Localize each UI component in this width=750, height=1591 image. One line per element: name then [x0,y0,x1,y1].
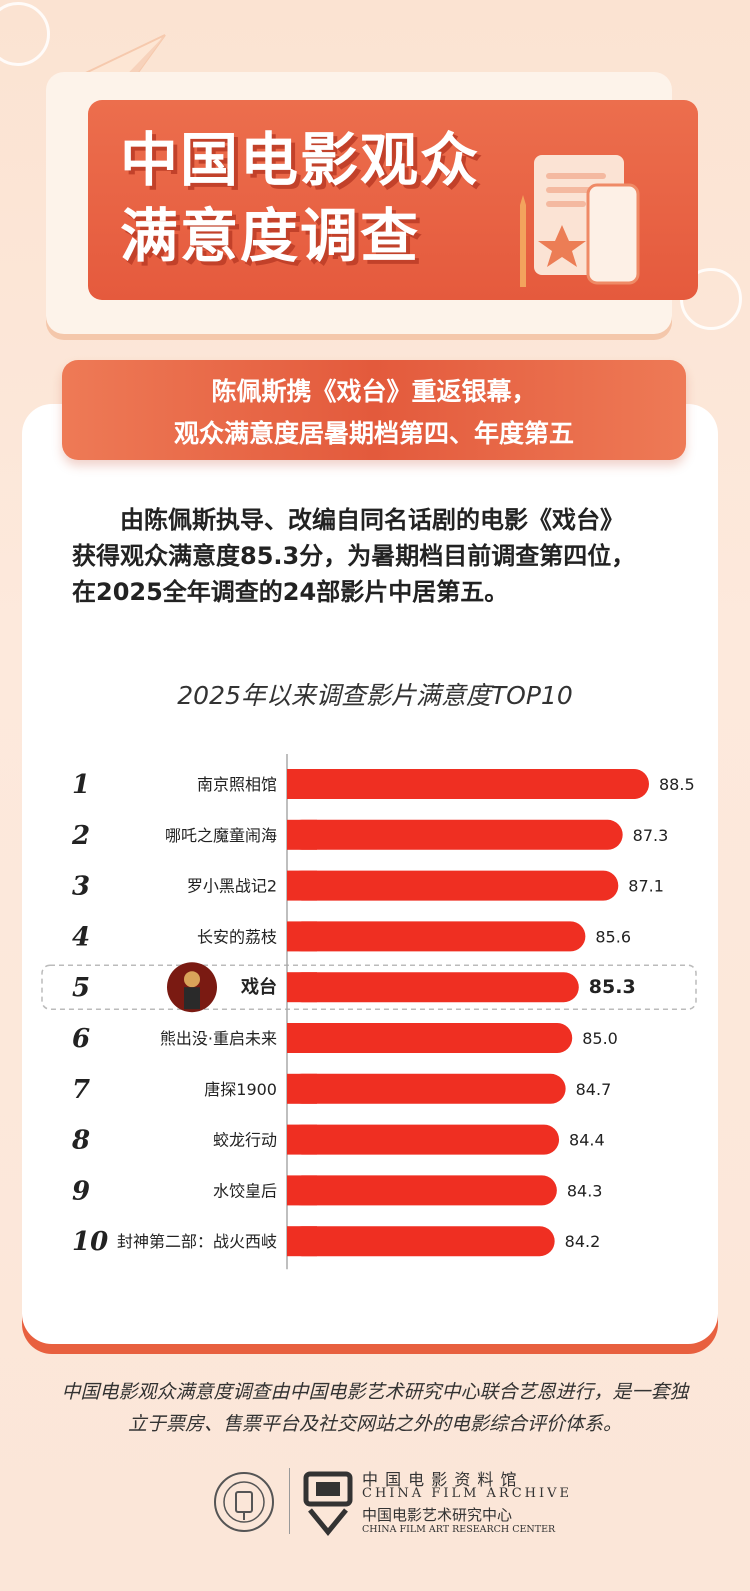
category-label: 封神第二部：战火西岐 [117,1232,277,1251]
value-label: 84.2 [565,1232,601,1251]
category-label: 戏台 [240,976,277,998]
value-label: 85.6 [595,927,631,946]
rank-label: 5 [72,973,90,1003]
intro-paragraph: 由陈佩斯执导、改编自同名话剧的电影《戏台》 获得观众满意度85.3分，为暑期档目… [72,502,682,610]
category-label: 蛟龙行动 [213,1131,277,1150]
footer-line-1: 中国电影观众满意度调查由中国电影艺术研究中心联合艺恩进行，是一套独 [61,1381,689,1403]
bar-base [287,1175,317,1206]
intro-line-2: 获得观众满意度85.3分，为暑期档目前调查第四位， [72,542,636,570]
org-name-cn-2: 中国电影艺术研究中心 [362,1506,513,1524]
value-label: 87.3 [633,826,669,845]
rank-label: 4 [72,922,90,952]
page-title: 中国电影观众 满意度调查 [120,122,520,274]
survey-document-icon [520,155,640,287]
film-archive-logo [303,1471,353,1536]
org-name-en-1: CHINA FILM ARCHIVE [362,1486,573,1501]
org-name-en-2: CHINA FILM ART RESEARCH CENTER [362,1524,556,1535]
rank-label: 9 [72,1176,90,1206]
bar-base [287,870,317,901]
rank-label: 2 [71,821,90,851]
poster-figure-body [184,987,200,1010]
category-label: 熊出没·重启未来 [160,1029,277,1048]
chart-title: 2025年以来调查影片满意度TOP10 [177,681,573,710]
bar [287,1023,573,1053]
bar [287,819,623,850]
archive-seal-logo [214,1472,274,1532]
intro-line-3: 在2025全年调查的24部影片中居第五。 [72,578,509,606]
footer-line-2: 立于票房、售票平台及社交网站之外的电影综合评价体系。 [127,1413,622,1435]
decor-circle [0,2,50,66]
value-label: 84.4 [569,1131,605,1150]
rank-label: 10 [72,1227,108,1257]
rank-label: 6 [72,1024,90,1054]
headline-line-2: 观众满意度居暑期档第四、年度第五 [173,419,574,448]
headline-banner [62,360,686,460]
highlight-box [41,964,697,1010]
intro-line-1: 由陈佩斯执导、改编自同名话剧的电影《戏台》 [120,506,624,534]
category-label: 唐探1900 [204,1080,277,1099]
rank-label: 1 [72,770,90,800]
value-label: 84.7 [576,1080,612,1099]
bar-base [287,1073,317,1104]
rank-label: 3 [72,872,90,902]
bar [287,769,649,799]
bar [287,1073,566,1104]
bar [287,972,579,1003]
title-line-2: 满意度调查 [120,202,421,270]
bar-base [287,1124,317,1155]
bar [287,1175,557,1206]
bar [287,921,586,952]
org-name-cn-1: 中 国 电 影 资 料 馆 [362,1470,518,1489]
bar-base [287,1023,317,1053]
headline-line-1: 陈佩斯携《戏台》重返银幕， [211,377,537,406]
bar-base [287,819,317,850]
value-label: 85.0 [582,1029,618,1048]
poster-figure-head [184,971,200,988]
category-label: 南京照相馆 [197,775,277,794]
footer-note: 中国电影观众满意度调查由中国电影艺术研究中心联合艺恩进行，是一套独 立于票房、售… [40,1376,710,1440]
category-label: 罗小黑战记2 [187,877,277,896]
value-label: 88.5 [659,775,695,794]
value-label: 85.3 [589,976,636,998]
bar-base [287,769,317,799]
category-label: 哪吒之魔童闹海 [165,826,277,845]
bar-base [287,972,317,1003]
category-label: 水饺皇后 [213,1181,277,1200]
category-label: 长安的荔枝 [197,927,277,946]
rank-label: 7 [72,1075,90,1105]
bar-base [287,1226,317,1257]
logo-divider [289,1468,290,1534]
bar [287,870,619,901]
value-label: 84.3 [567,1181,603,1200]
bar [287,1226,555,1257]
title-line-1: 中国电影观众 [120,126,481,194]
bar-base [287,921,317,952]
bar [287,1124,560,1155]
rank-label: 8 [71,1126,90,1156]
value-label: 87.1 [628,877,664,896]
